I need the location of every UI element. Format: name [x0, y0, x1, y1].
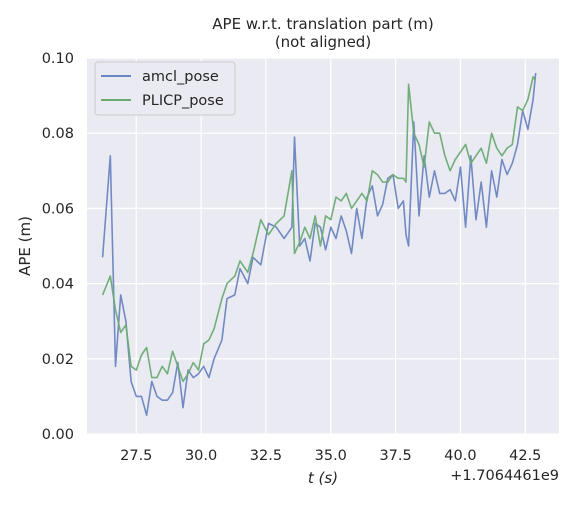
y-tick-label: 0.04 — [42, 277, 74, 293]
legend-label-amcl-pose: amcl_pose — [142, 69, 219, 85]
x-tick-label: 35.0 — [315, 448, 347, 464]
chart-title: APE w.r.t. translation part (m) — [212, 15, 433, 33]
series-layer — [101, 72, 537, 417]
y-tick-label: 0.02 — [42, 352, 74, 368]
chart-subtitle: (not aligned) — [275, 33, 371, 51]
grid-lines — [87, 57, 559, 435]
x-tick-label: 42.5 — [509, 448, 541, 464]
y-tick-label: 0.10 — [42, 51, 74, 67]
series-line-plicp-pose — [101, 76, 537, 383]
x-tick-label: 37.5 — [379, 448, 411, 464]
x-tick-label: 30.0 — [185, 448, 217, 464]
y-tick-labels: 0.00 0.02 0.04 0.06 0.08 0.10 — [42, 51, 74, 443]
x-tick-label: 32.5 — [250, 448, 282, 464]
x-tick-label: 27.5 — [120, 448, 152, 464]
x-offset-label: +1.7064461e9 — [450, 468, 559, 484]
y-tick-label: 0.00 — [42, 427, 74, 443]
legend: amcl_pose PLICP_pose — [94, 61, 236, 116]
series-line-amcl-pose — [101, 72, 537, 417]
x-tick-labels: 27.5 30.0 32.5 35.0 37.5 40.0 42.5 — [120, 448, 541, 464]
y-axis-label: APE (m) — [16, 216, 34, 276]
x-tick-label: 40.0 — [444, 448, 476, 464]
y-tick-label: 0.06 — [42, 201, 74, 217]
legend-label-plicp-pose: PLICP_pose — [142, 93, 224, 109]
x-axis-label: t (s) — [308, 469, 338, 487]
y-tick-label: 0.08 — [42, 126, 74, 142]
